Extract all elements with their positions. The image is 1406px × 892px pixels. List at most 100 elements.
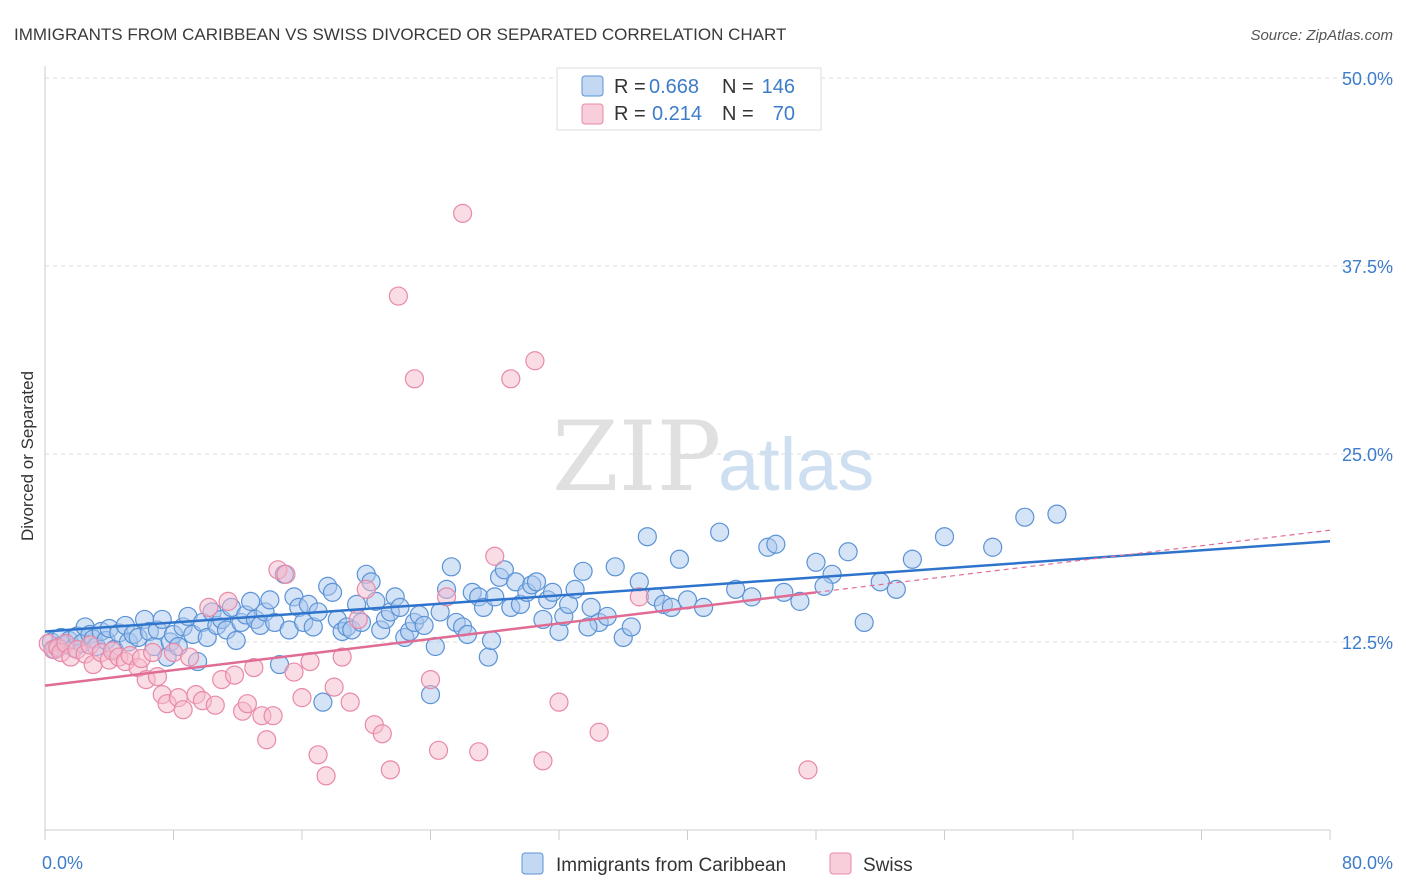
y-tick-labels: 12.5% 25.0% 37.5% 50.0% [1342,69,1393,653]
legend-r-label-swiss: R = [614,103,646,125]
legend-n-label-caribbean: N = [722,76,754,98]
point-caribbean [886,579,906,599]
point-caribbean [313,692,333,712]
point-caribbean [581,597,601,618]
point-caribbean [241,591,261,611]
point-caribbean [637,527,657,547]
point-caribbean [578,617,598,637]
point-swiss [163,642,184,663]
chart-title: IMMIGRANTS FROM CARIBBEAN VS SWISS DIVOR… [14,25,786,44]
point-swiss [332,647,352,667]
point-swiss [292,688,312,708]
point-caribbean [934,527,955,547]
point-swiss [589,722,609,742]
scatter-points [38,203,1067,786]
point-swiss [525,351,545,371]
point-swiss [469,742,489,762]
point-swiss [205,695,225,715]
point-caribbean [494,560,514,580]
legend-n-label-swiss: N = [722,103,754,125]
point-caribbean [1015,507,1035,527]
y-tick-label: 25.0% [1342,445,1393,465]
point-swiss [173,700,193,720]
legend-r-value-caribbean: 0.668 [649,76,699,98]
legend: R = 0.668 N = 146 R = 0.214 N = 70 [556,67,822,131]
point-swiss [316,766,336,786]
point-swiss [549,692,569,712]
point-swiss [324,677,344,697]
point-caribbean [710,522,730,542]
point-caribbean [854,612,874,633]
trend-lines [44,529,1331,687]
point-caribbean [661,597,682,618]
point-caribbean [742,587,762,607]
point-caribbean [441,557,461,577]
point-caribbean [669,549,690,569]
trend-line-swiss [44,591,817,687]
point-caribbean [726,579,746,599]
point-caribbean [573,561,593,581]
point-caribbean [983,537,1003,557]
legend-r-label-caribbean: R = [614,76,646,98]
point-swiss [348,609,368,630]
point-swiss [356,579,376,599]
x-tick-label-min: 0.0% [42,853,83,873]
point-caribbean [322,582,343,602]
point-caribbean [870,572,890,592]
legend-swatch-caribbean [581,75,604,97]
point-swiss [533,751,553,771]
point-swiss [629,587,649,607]
legend-n-value-swiss: 70 [773,103,795,125]
point-swiss [798,760,818,780]
point-swiss [340,692,360,712]
point-swiss [199,597,219,618]
y-tick-label: 37.5% [1342,257,1393,277]
point-caribbean [152,609,172,630]
y-tick-label: 50.0% [1342,69,1393,89]
point-caribbean [414,615,434,636]
point-swiss [244,657,264,678]
bottom-legend-swatch-swiss [829,852,852,875]
point-swiss [257,730,277,750]
point-swiss [276,564,296,584]
point-caribbean [260,590,280,610]
point-caribbean [621,617,641,637]
watermark: ZIP atlas [552,401,874,513]
point-swiss [501,369,521,389]
point-caribbean [542,582,563,602]
point-caribbean [485,587,505,607]
point-swiss [436,587,457,607]
point-swiss [380,760,400,780]
axes [44,66,1331,840]
point-swiss [420,669,441,690]
point-caribbean [838,542,858,562]
point-caribbean [774,582,794,602]
legend-n-value-caribbean: 146 [762,76,795,98]
point-caribbean [1047,504,1067,524]
legend-swatch-swiss [581,103,604,125]
point-swiss [179,647,200,667]
bottom-legend-caribbean: Immigrants from Caribbean [556,855,786,876]
y-tick-label: 12.5% [1342,633,1393,653]
point-swiss [143,642,163,663]
gridlines [45,77,1393,643]
x-tick-labels: 0.0% 80.0% [42,853,1393,873]
bottom-legend-swiss: Swiss [863,855,913,876]
point-caribbean [766,534,786,554]
point-swiss [372,724,392,744]
legend-r-value-swiss: 0.214 [652,103,702,125]
watermark-zip: ZIP [552,401,721,513]
point-swiss [284,662,304,682]
point-caribbean [481,630,502,651]
point-caribbean [226,630,246,651]
x-tick-label-max: 80.0% [1342,853,1393,873]
point-swiss [224,665,245,685]
point-caribbean [526,572,547,592]
point-caribbean [806,552,826,572]
y-axis-label: Divorced or Separated [18,371,37,541]
point-caribbean [605,557,625,577]
point-swiss [218,591,238,611]
point-caribbean [790,591,810,611]
bottom-legend: Immigrants from Caribbean Swiss [521,852,913,876]
